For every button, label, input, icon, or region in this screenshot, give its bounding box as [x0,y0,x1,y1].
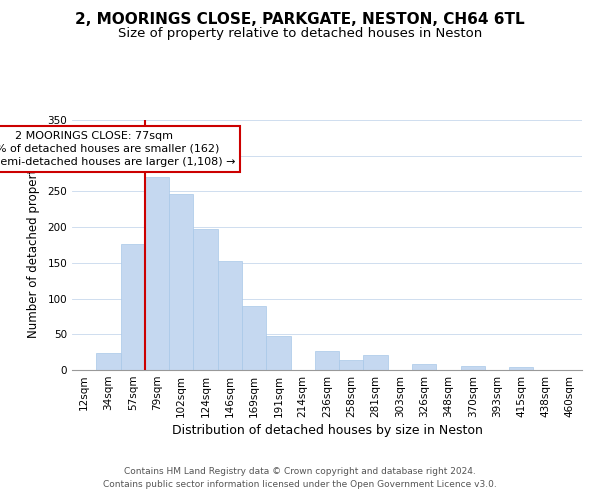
Bar [193,230,218,370]
Bar [145,177,169,370]
Bar [509,367,533,370]
Text: Contains HM Land Registry data © Crown copyright and database right 2024.: Contains HM Land Registry data © Crown c… [124,467,476,476]
Bar [96,353,121,370]
Bar [121,244,145,370]
Bar [218,260,242,370]
Bar [266,336,290,370]
Bar [412,364,436,370]
Y-axis label: Number of detached properties: Number of detached properties [28,152,40,338]
Bar [242,306,266,370]
Bar [364,355,388,370]
Text: Contains public sector information licensed under the Open Government Licence v3: Contains public sector information licen… [103,480,497,489]
Text: Size of property relative to detached houses in Neston: Size of property relative to detached ho… [118,28,482,40]
Bar [315,352,339,370]
Bar [461,366,485,370]
Bar [339,360,364,370]
Text: 2 MOORINGS CLOSE: 77sqm
← 13% of detached houses are smaller (162)
87% of semi-d: 2 MOORINGS CLOSE: 77sqm ← 13% of detache… [0,130,236,167]
Text: 2, MOORINGS CLOSE, PARKGATE, NESTON, CH64 6TL: 2, MOORINGS CLOSE, PARKGATE, NESTON, CH6… [75,12,525,28]
X-axis label: Distribution of detached houses by size in Neston: Distribution of detached houses by size … [172,424,482,437]
Bar [169,194,193,370]
